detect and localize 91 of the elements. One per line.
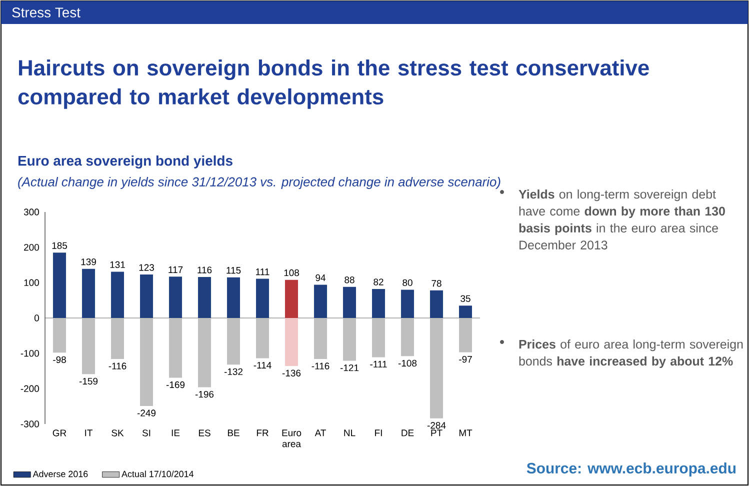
x-tick-label: IE [172,430,180,436]
data-label: -98 [53,356,66,364]
y-tick-label: -200 [20,385,39,392]
y-tick-label: 0 [34,314,39,322]
text: Prices of euro area long-term sovereign bonds have increased by about 12% [519,340,743,368]
bar [256,278,270,318]
y-tick-label: -100 [20,350,39,357]
x-tick-label: GR [52,430,66,436]
x-tick-label: MT [459,430,472,436]
bar [82,268,96,318]
x-tick-label: FR [256,430,268,436]
source-note: Source: www.ecb.europa.edu [526,462,736,476]
bar [343,318,356,361]
bar [227,277,240,318]
x-tick-label: BE [228,430,240,436]
bar [169,276,182,318]
data-label: -116 [108,362,126,370]
bar [82,318,96,374]
x-tick-label: Euro area [282,430,302,448]
bar [430,290,444,318]
data-label: 82 [374,278,384,286]
bar [401,318,414,356]
data-label: 117 [168,266,183,273]
bar [314,318,328,359]
data-label: -97 [459,356,472,363]
data-label: 78 [432,280,442,287]
chart-title: Haircuts on sovereign bonds in the stress test conservative compared to market developments [18,60,649,109]
legend-label: Adverse 2016 [32,470,88,478]
bar [285,318,298,366]
bar [111,318,124,359]
data-label: -108 [398,360,417,367]
data-label: 115 [226,267,241,274]
bar [459,318,472,352]
x-tick-label: AT [314,430,326,436]
bar [227,318,240,365]
data-label: 80 [402,279,412,286]
x-tick-label: SK [112,430,124,436]
bar [285,280,298,318]
text: Stress Test [12,8,80,18]
x-tick-label: NL [344,430,356,436]
data-label: -136 [282,370,301,376]
data-label: -249 [137,410,156,416]
bar [140,318,154,406]
data-label: -284 [427,422,446,429]
data-label: 123 [139,264,154,271]
text: Yields on long-term sovereign debt have come down by more than 130 basis points in the euro area since December 2013 [518,190,725,250]
data-label: -159 [79,378,98,385]
bar [256,318,270,358]
data-label: -121 [340,364,359,372]
bar [459,306,472,318]
data-label: -116 [312,362,330,370]
x-tick-label: ES [198,430,210,436]
data-label: -132 [224,368,243,376]
bar [53,252,66,318]
data-label: 94 [316,274,326,282]
x-tick-label: SI [142,430,150,436]
bar [53,318,66,353]
x-tick-label: DE [402,430,414,436]
data-label: -114 [254,362,272,368]
bar [169,318,182,378]
data-label: 131 [110,261,125,268]
bar [372,289,386,318]
chart-subtitle: Euro area sovereign bond yields [18,155,232,169]
y-tick-label: -300 [20,420,39,428]
data-label: 185 [52,242,68,249]
data-label: 111 [256,268,270,276]
bar [198,277,212,318]
data-label: 139 [81,258,96,266]
text: (Actual change in yields since 31/12/2013 vs. projected change in adverse scenario) [18,176,500,190]
bar [314,284,328,318]
bar [140,274,154,318]
bar [111,272,124,318]
data-label: -169 [166,381,185,388]
y-tick-label: 300 [24,208,39,216]
data-label: 35 [460,295,470,302]
data-label: -196 [195,390,214,398]
data-label: 116 [198,266,212,274]
bar [198,318,212,388]
bar [343,286,356,318]
bar [430,318,444,418]
y-tick-label: 100 [24,279,39,286]
bar [401,290,414,318]
bar [372,318,386,358]
data-label: 88 [344,276,354,284]
y-tick-label: 200 [24,244,39,251]
legend-label: Actual 17/10/2014 [122,470,194,478]
data-label: -111 [370,360,387,368]
x-tick-label: FI [375,430,382,436]
x-tick-label: IT [85,430,92,436]
x-tick-label: PT [431,430,442,436]
data-label: 108 [284,269,299,276]
